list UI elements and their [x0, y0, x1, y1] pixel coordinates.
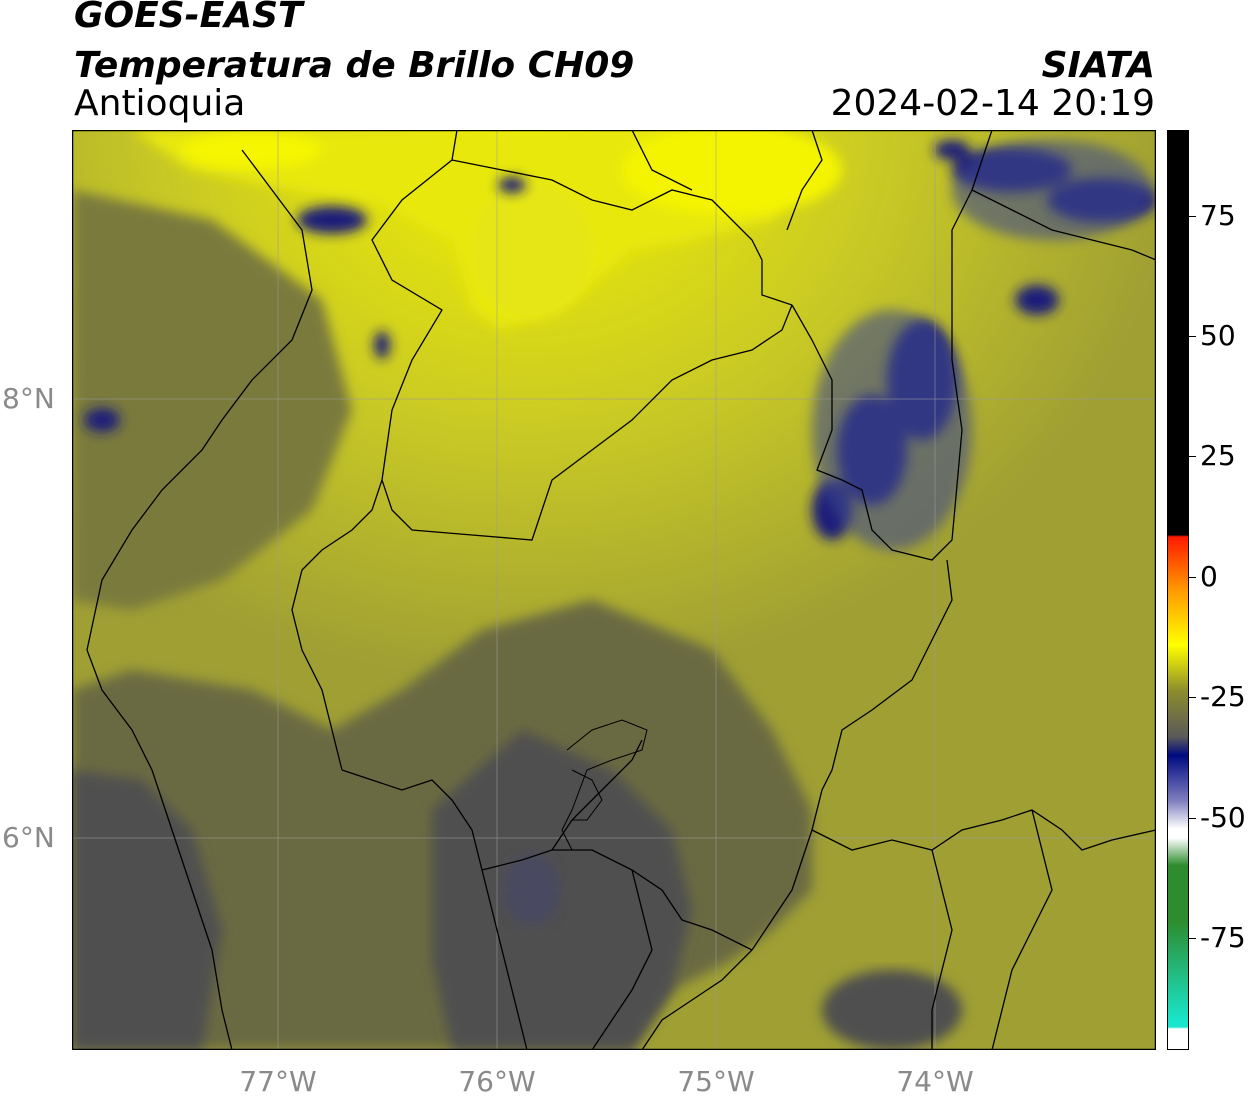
title-product: Temperatura de Brillo CH09 [74, 45, 635, 86]
lat-label-6n: 6°N [2, 821, 55, 854]
lat-label-8n: 8°N [2, 382, 55, 415]
colorbar-tick [1189, 216, 1196, 217]
colorbar-label: -75 [1200, 921, 1246, 954]
lon-label-74w: 74°W [896, 1065, 974, 1098]
colorbar-label: -25 [1200, 680, 1246, 713]
colorbar-tick [1189, 818, 1196, 819]
colorbar-label: 50 [1200, 319, 1236, 352]
metro-area-outline [561, 719, 648, 851]
timestamp-label: 2024-02-14 20:19 [830, 83, 1155, 124]
colorbar-tick [1189, 336, 1196, 337]
colorbar [1167, 130, 1189, 1050]
colorbar-label: -50 [1200, 801, 1246, 834]
colorbar-label: 25 [1200, 439, 1236, 472]
title-satellite: GOES-EAST [74, 0, 303, 36]
colorbar-tick [1189, 577, 1196, 578]
map-frame [72, 130, 1156, 1050]
lon-label-75w: 75°W [677, 1065, 755, 1098]
colorbar-tick [1189, 456, 1196, 457]
colorbar-label: 0 [1200, 560, 1218, 593]
brightness-temperature-map [72, 130, 1156, 1050]
lon-label-76w: 76°W [458, 1065, 536, 1098]
colorbar-tick [1189, 697, 1196, 698]
colorbar-tick [1189, 938, 1196, 939]
lon-label-77w: 77°W [239, 1065, 317, 1098]
brand-label: SIATA [1041, 45, 1155, 86]
region-label: Antioquia [74, 83, 246, 124]
graticule [72, 130, 1156, 1050]
administrative-borders [86, 130, 1156, 1050]
colorbar-label: 75 [1200, 199, 1236, 232]
